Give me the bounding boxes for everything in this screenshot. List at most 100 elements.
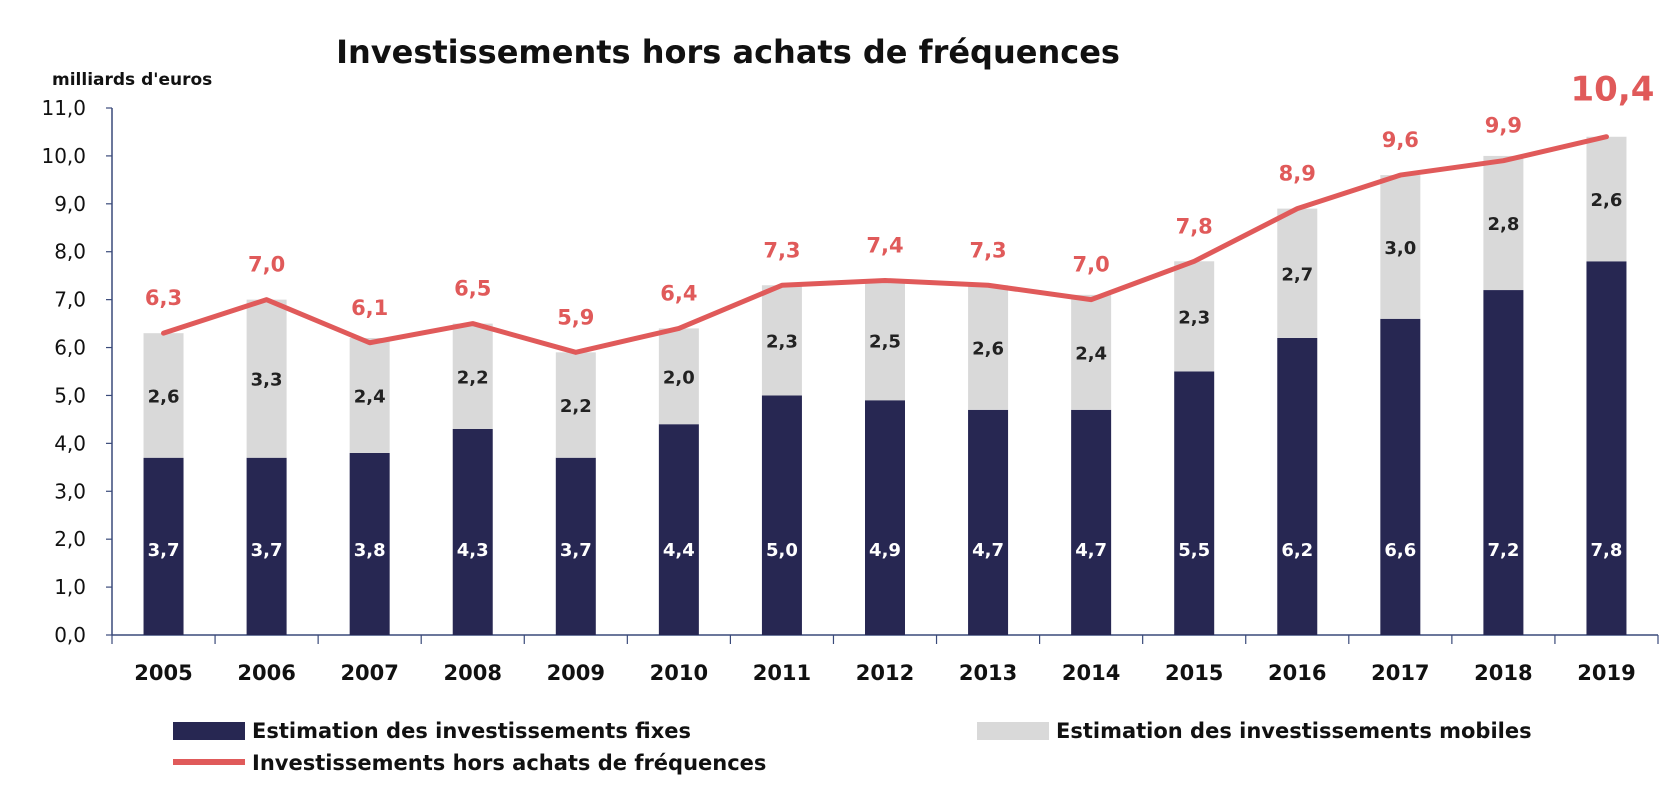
x-tick-label: 2016 [1268, 661, 1326, 685]
chart-title: Investissements hors achats de fréquence… [336, 33, 1120, 71]
y-tick-label: 6,0 [54, 336, 86, 360]
bar-mobile [349, 337, 390, 453]
bar-mobile [1380, 175, 1421, 319]
data-label-mobile: 2,4 [354, 386, 386, 407]
data-label-fixed: 6,6 [1384, 540, 1416, 561]
data-label-fixed: 4,7 [972, 540, 1004, 561]
data-label-total: 6,1 [351, 296, 388, 320]
data-label-mobile: 2,6 [1591, 190, 1623, 211]
data-label-fixed: 4,3 [457, 540, 489, 561]
data-label-mobile: 2,5 [869, 331, 901, 352]
data-label-mobile: 2,2 [457, 367, 489, 388]
x-tick-label: 2010 [650, 661, 708, 685]
bar-fixed [1380, 318, 1421, 635]
data-label-fixed: 7,8 [1591, 540, 1623, 561]
x-tick-label: 2008 [444, 661, 502, 685]
data-label-fixed: 3,7 [251, 540, 283, 561]
data-label-total: 6,4 [660, 281, 697, 305]
x-tick-label: 2019 [1577, 661, 1635, 685]
data-label-total: 5,9 [557, 305, 594, 329]
y-axis: 0,0 1,0 2,0 3,0 4,0 5,0 6,0 7,0 8,0 9,0 10,0 11,0 [41, 96, 113, 647]
bar-fixed [1174, 371, 1215, 635]
x-tick-label: 2009 [547, 661, 605, 685]
data-label-mobile: 2,3 [1178, 307, 1210, 328]
bar-mobile [246, 299, 287, 458]
bar-mobile [1071, 294, 1112, 410]
bar-fixed [1277, 337, 1318, 635]
bar-fixed [968, 409, 1009, 635]
data-label-fixed: 6,2 [1281, 540, 1313, 561]
bar-fixed [555, 457, 596, 635]
bar-mobile [555, 352, 596, 458]
data-label-mobile: 3,3 [251, 370, 283, 391]
data-label-total: 6,3 [145, 286, 182, 310]
y-tick-label: 7,0 [54, 288, 86, 312]
bar-fixed [1586, 261, 1627, 635]
data-label-total: 8,9 [1279, 162, 1316, 186]
data-label-total: 6,5 [454, 277, 491, 301]
bars [143, 136, 1627, 635]
data-label-mobile: 2,6 [148, 386, 180, 407]
legend-label-fixed: Estimation des investissements fixes [252, 719, 691, 743]
bar-fixed [349, 452, 390, 635]
bar-mobile [865, 280, 905, 401]
data-label-mobile: 2,4 [1075, 343, 1107, 364]
data-label-fixed: 4,7 [1075, 540, 1107, 561]
y-tick-label: 5,0 [54, 383, 86, 407]
data-label-total: 7,3 [763, 238, 800, 262]
data-label-fixed: 4,4 [663, 540, 695, 561]
bar-fixed [658, 424, 699, 635]
y-tick-label: 11,0 [41, 96, 86, 120]
data-label-mobile: 2,3 [766, 331, 798, 352]
bar-mobile [1174, 261, 1215, 372]
x-tick-label: 2013 [959, 661, 1017, 685]
legend-swatch-mobile [977, 722, 1049, 740]
data-label-fixed: 5,5 [1178, 540, 1210, 561]
data-labels: 3,7 2,6 3,7 3,3 3,8 2,4 4,3 2,2 3,7 2,2 4,4 2,0 5,0 2… [145, 70, 1654, 561]
data-label-total: 7,4 [866, 233, 903, 257]
y-tick-label: 9,0 [54, 192, 86, 216]
data-label-mobile: 2,2 [560, 396, 592, 417]
legend-label-total: Investissements hors achats de fréquence… [252, 751, 766, 775]
x-tick-label: 2011 [753, 661, 811, 685]
bar-fixed [452, 428, 493, 635]
data-label-total: 7,8 [1176, 214, 1213, 238]
bar-mobile [1277, 208, 1318, 338]
data-label-fixed: 7,2 [1487, 540, 1519, 561]
data-label-mobile: 2,6 [972, 339, 1004, 360]
y-tick-label: 8,0 [54, 240, 86, 264]
data-label-total: 7,0 [248, 253, 285, 277]
data-label-fixed: 5,0 [766, 540, 798, 561]
bar-mobile [761, 285, 802, 396]
x-tick-label: 2017 [1371, 661, 1429, 685]
bar-mobile [1586, 136, 1627, 262]
y-tick-label: 1,0 [54, 575, 86, 599]
y-tick-label: 2,0 [54, 527, 86, 551]
data-label-mobile: 2,7 [1281, 264, 1313, 285]
bar-fixed [246, 457, 287, 635]
legend-label-mobile: Estimation des investissements mobiles [1056, 719, 1532, 743]
bar-fixed [865, 400, 905, 635]
data-label-total: 10,4 [1571, 70, 1655, 110]
x-tick-label: 2006 [237, 661, 295, 685]
y-tick-label: 0,0 [54, 623, 86, 647]
x-tick-label: 2018 [1474, 661, 1532, 685]
data-label-mobile: 2,0 [663, 367, 695, 388]
data-label-total: 7,3 [969, 238, 1006, 262]
data-label-fixed: 4,9 [869, 540, 901, 561]
total-line-layer [161, 134, 1609, 355]
bar-fixed [1071, 409, 1112, 635]
data-label-mobile: 3,0 [1384, 238, 1416, 259]
legend-swatch-fixed [173, 722, 245, 740]
y-tick-label: 3,0 [54, 479, 86, 503]
x-tick-label: 2005 [134, 661, 192, 685]
data-label-mobile: 2,8 [1487, 214, 1519, 235]
data-label-fixed: 3,7 [148, 540, 180, 561]
x-tick-label: 2014 [1062, 661, 1120, 685]
x-tick-label: 2012 [856, 661, 914, 685]
unit-label: milliards d'euros [52, 70, 212, 90]
bar-mobile [658, 328, 699, 425]
bar-mobile [143, 333, 184, 458]
series-line-total [161, 134, 1609, 355]
